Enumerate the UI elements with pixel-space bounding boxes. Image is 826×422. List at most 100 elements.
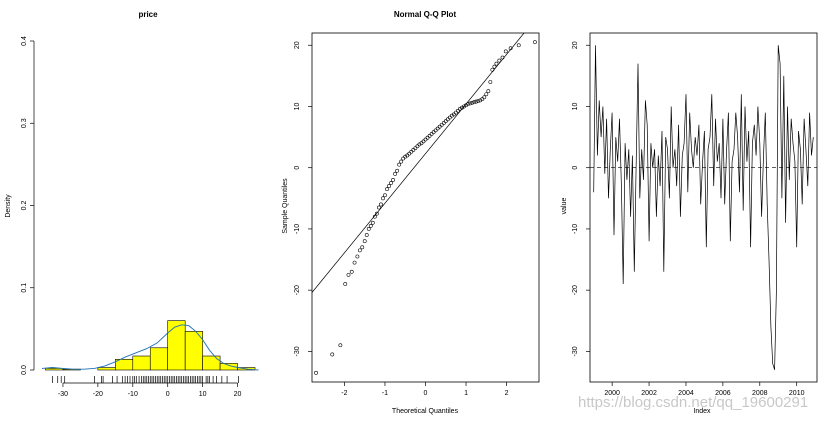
qq-point-23 bbox=[389, 181, 393, 185]
qq-point-26 bbox=[395, 168, 400, 173]
qq-point-6 bbox=[352, 260, 357, 265]
ts-y-tick-label-3: 0 bbox=[572, 166, 579, 170]
qq-point-81 bbox=[533, 40, 537, 45]
histogram-y-tick-label-4: 0.4 bbox=[21, 36, 28, 46]
qq-point-80 bbox=[516, 43, 521, 48]
ts-y-tick-label-0: -30 bbox=[572, 346, 579, 356]
qq-y-tick-label-1: -20 bbox=[294, 285, 301, 295]
ts-x-tick-label-2: 2004 bbox=[678, 390, 694, 397]
qq-point-30 bbox=[403, 154, 408, 159]
qq-point-8 bbox=[357, 248, 362, 253]
histogram-bar-10 bbox=[219, 363, 238, 371]
qq-point-24 bbox=[391, 178, 395, 182]
qq-point-48 bbox=[439, 122, 444, 127]
qq-point-56 bbox=[456, 108, 460, 113]
qq-y-tick-label-2: -10 bbox=[294, 224, 301, 234]
qq-point-78 bbox=[503, 49, 508, 54]
qq-point-1 bbox=[330, 352, 335, 357]
qq-point-11 bbox=[364, 233, 369, 237]
qq-point-51 bbox=[445, 117, 450, 122]
qq-point-66 bbox=[476, 99, 481, 103]
qq-point-2 bbox=[338, 343, 343, 348]
qq-point-70 bbox=[484, 92, 489, 97]
qq-point-36 bbox=[415, 144, 420, 149]
qq-point-46 bbox=[435, 126, 440, 131]
histogram-x-tick-label-5: 20 bbox=[234, 391, 242, 398]
histogram-y-tick-label-3: 0.3 bbox=[21, 118, 28, 128]
qq-point-7 bbox=[355, 254, 360, 259]
qq-point-40 bbox=[423, 137, 428, 142]
qq-point-27 bbox=[397, 162, 402, 167]
qq-point-14 bbox=[370, 220, 375, 225]
qq-point-20 bbox=[383, 193, 387, 198]
qq-point-0 bbox=[314, 370, 318, 375]
qq-reference-line bbox=[311, 32, 525, 293]
histogram-x-tick-label-0: -30 bbox=[58, 391, 68, 398]
histogram-y-axis-label: Density bbox=[5, 194, 12, 218]
qq-point-47 bbox=[437, 124, 442, 129]
time-series-y-axis-label: value bbox=[561, 198, 568, 215]
histogram-panel: price Density -30 -20 -10 0 10 20 0.0 0.1 0.2 0.3… bbox=[5, 10, 259, 398]
histogram-y-tick-label-0: 0.0 bbox=[21, 365, 28, 375]
qq-point-57 bbox=[458, 107, 462, 111]
qq-point-43 bbox=[429, 132, 434, 136]
ts-x-tick-label-0: 2000 bbox=[604, 390, 620, 397]
qq-point-53 bbox=[449, 113, 454, 118]
ts-y-tick-label-2: -10 bbox=[572, 224, 579, 234]
ts-x-tick-label-3: 2006 bbox=[715, 390, 731, 397]
qq-point-59 bbox=[462, 104, 466, 109]
qq-point-64 bbox=[472, 100, 477, 105]
qq-point-63 bbox=[470, 100, 475, 105]
qq-point-28 bbox=[399, 159, 404, 164]
qq-point-61 bbox=[466, 102, 470, 106]
qq-plot-panel: Normal Q-Q Plot Theoretical Quantiles Sa… bbox=[282, 10, 540, 415]
histogram-x-tick-label-3: 0 bbox=[166, 391, 170, 398]
watermark-text: https://blog.csdn.net/qq_19600291 bbox=[578, 394, 809, 411]
qq-point-10 bbox=[362, 239, 367, 244]
histogram-bar-9 bbox=[202, 355, 221, 371]
qq-point-79 bbox=[508, 46, 513, 51]
qq-point-69 bbox=[482, 95, 487, 100]
qq-point-34 bbox=[411, 148, 416, 152]
ts-x-tick-label-1: 2002 bbox=[641, 390, 657, 397]
qq-point-19 bbox=[381, 196, 385, 201]
qq-point-29 bbox=[401, 156, 406, 161]
time-series-x-axis-label: Index bbox=[693, 408, 711, 415]
histogram-y-tick-label-1: 0.1 bbox=[21, 283, 28, 293]
qq-y-tick-label-4: 10 bbox=[294, 102, 301, 110]
ts-x-tick-label-4: 2008 bbox=[752, 390, 768, 397]
qq-point-65 bbox=[474, 99, 479, 104]
qq-point-25 bbox=[393, 171, 397, 176]
qq-x-tick-label-3: 1 bbox=[464, 390, 468, 397]
histogram-x-tick-label-4: 10 bbox=[199, 391, 207, 398]
qq-point-74 bbox=[492, 64, 497, 69]
qq-point-44 bbox=[431, 130, 436, 135]
qq-x-tick-label-0: -2 bbox=[341, 390, 347, 397]
qq-y-tick-label-3: 0 bbox=[294, 166, 301, 170]
qq-point-33 bbox=[409, 149, 414, 154]
histogram-title: price bbox=[138, 10, 158, 19]
qq-point-67 bbox=[478, 98, 483, 103]
qq-point-13 bbox=[368, 223, 373, 228]
histogram-x-tick-label-1: -20 bbox=[93, 391, 103, 398]
qq-point-12 bbox=[366, 227, 371, 231]
qq-point-72 bbox=[488, 80, 493, 84]
qq-point-21 bbox=[385, 187, 389, 192]
qq-y-tick-label-0: -30 bbox=[294, 346, 301, 356]
qq-point-77 bbox=[500, 55, 505, 60]
histogram-bar-7 bbox=[167, 320, 186, 371]
qq-point-32 bbox=[407, 151, 412, 156]
qq-point-49 bbox=[441, 121, 446, 125]
qq-x-tick-label-1: -1 bbox=[382, 390, 388, 397]
histogram-x-tick-label-2: -10 bbox=[128, 391, 138, 398]
qq-point-42 bbox=[427, 133, 432, 138]
qq-point-58 bbox=[460, 105, 464, 110]
qq-point-60 bbox=[464, 103, 468, 108]
qq-point-18 bbox=[379, 202, 383, 207]
histogram-bar-6 bbox=[149, 347, 169, 371]
qq-point-17 bbox=[376, 205, 381, 210]
qq-point-4 bbox=[346, 272, 351, 277]
qq-point-75 bbox=[494, 61, 499, 66]
qq-point-45 bbox=[433, 128, 438, 133]
